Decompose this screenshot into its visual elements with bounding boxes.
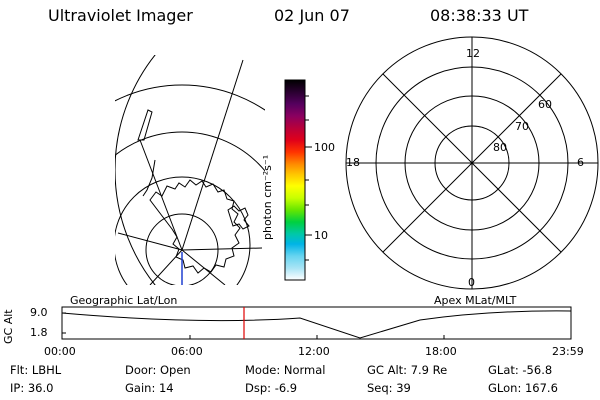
map-meridian xyxy=(181,247,263,251)
map-coastline xyxy=(227,205,250,230)
info-ip: IP: 36.0 xyxy=(10,381,54,395)
app-title: Ultraviolet Imager xyxy=(48,6,193,25)
map-meridian xyxy=(149,249,183,285)
info-glon: GLon: 167.6 xyxy=(488,381,558,395)
timeline-right-title: Apex MLat/MLT xyxy=(434,294,517,307)
map-lat-ring xyxy=(115,131,265,172)
mlt-label-6: 6 xyxy=(577,156,584,169)
map-lat-ring xyxy=(115,176,251,285)
timeline-x-tick-2359: 23:59 xyxy=(552,345,584,358)
mlt-label-18: 18 xyxy=(346,156,360,169)
map-coastline xyxy=(142,159,156,197)
date-label: 02 Jun 07 xyxy=(274,6,350,25)
map-lat-ring xyxy=(115,84,265,111)
info-mode: Mode: Normal xyxy=(245,363,326,377)
timeline-y-tick-1-8: 1.8 xyxy=(30,326,48,339)
altitude-timeline xyxy=(61,306,572,340)
time-label: 08:38:33 UT xyxy=(430,6,529,25)
info-gc-alt: GC Alt: 7.9 Re xyxy=(367,363,448,377)
mlt-label-0: 0 xyxy=(468,276,475,289)
map-coastline xyxy=(149,179,241,274)
timeline-x-tick-1200: 12:00 xyxy=(298,345,330,358)
polar-dial xyxy=(345,36,599,290)
altitude-trace xyxy=(61,310,572,339)
colorbar-tick-100: 100 xyxy=(314,141,335,154)
info-gain: Gain: 14 xyxy=(125,381,174,395)
info-dsp: Dsp: -6.9 xyxy=(245,381,298,395)
map-lat-ring xyxy=(145,213,219,285)
map-meridian xyxy=(181,59,244,251)
colorbar-tick-10: 10 xyxy=(314,229,328,242)
colorbar xyxy=(284,79,306,281)
info-door: Door: Open xyxy=(125,363,191,377)
info-glat: GLat: -56.8 xyxy=(488,363,553,377)
timeline-left-title: Geographic Lat/Lon xyxy=(70,294,178,307)
mlat-label-70: 70 xyxy=(515,120,529,133)
timeline-y-axis-label: GC Alt xyxy=(2,309,15,344)
polar-diagonal xyxy=(382,73,562,253)
timeline-y-tick-9: 9.0 xyxy=(30,306,48,319)
timeline-x-tick-0000: 00:00 xyxy=(44,345,76,358)
timeline-x-tick-1800: 18:00 xyxy=(425,345,457,358)
mlt-label-12: 12 xyxy=(466,47,480,60)
info-filter: Flt: LBHL xyxy=(10,363,62,377)
info-seq: Seq: 39 xyxy=(367,381,411,395)
timeline-x-tick-0600: 06:00 xyxy=(171,345,203,358)
map-coastline xyxy=(137,109,153,141)
map-meridian xyxy=(181,249,226,285)
map-meridian xyxy=(117,232,183,251)
geographic-map xyxy=(115,55,265,285)
mlat-label-80: 80 xyxy=(493,141,507,154)
colorbar-unit-label: photon cm⁻²s⁻¹ xyxy=(261,154,274,240)
mlat-label-60: 60 xyxy=(538,98,552,111)
